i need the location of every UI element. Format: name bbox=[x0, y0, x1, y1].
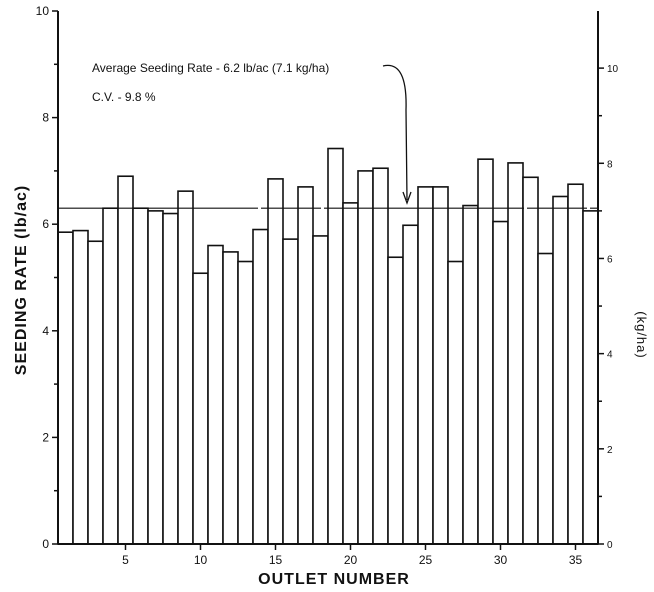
bar-outlet-31 bbox=[507, 162, 524, 545]
bar-outlet-25 bbox=[417, 186, 434, 545]
bar-outlet-30 bbox=[492, 220, 509, 545]
x-tick-label: 25 bbox=[419, 553, 433, 567]
bar-outlet-14 bbox=[252, 228, 269, 545]
bar-outlet-12 bbox=[222, 251, 239, 545]
x-axis-title: OUTLET NUMBER bbox=[258, 571, 410, 588]
y-axis-title: SEEDING RATE (lb/ac) bbox=[13, 185, 30, 375]
bar-outlet-7 bbox=[147, 210, 164, 545]
y-right-tick-label: 0 bbox=[607, 540, 613, 551]
bar-outlet-3 bbox=[87, 240, 104, 545]
y-tick-label: 10 bbox=[36, 4, 50, 18]
bar-outlet-29 bbox=[477, 158, 494, 545]
y-tick-label: 0 bbox=[42, 537, 49, 551]
annotation-arrow bbox=[382, 64, 408, 201]
y-tick-label: 2 bbox=[42, 430, 49, 444]
x-tick-label: 10 bbox=[194, 553, 208, 567]
y-axis-right-title: (kg/ha) bbox=[634, 311, 649, 358]
bar-outlet-10 bbox=[192, 272, 209, 545]
y-right-tick-label: 2 bbox=[607, 445, 613, 456]
bar-outlet-34 bbox=[552, 195, 569, 545]
y-right-tick-label: 10 bbox=[607, 64, 619, 75]
y-right-tick-label: 6 bbox=[607, 254, 613, 265]
bar-outlet-17 bbox=[297, 186, 314, 545]
y-tick-label: 8 bbox=[42, 111, 49, 125]
x-tick-label: 35 bbox=[569, 553, 583, 567]
bar-outlet-11 bbox=[207, 244, 224, 545]
axes-group: 0 2 4 6 8 10 0 2 4 6 8 10 5 10 15 20 25 30 35 bbox=[36, 4, 619, 567]
bar-outlet-16 bbox=[282, 238, 299, 545]
bar-outlet-27 bbox=[447, 260, 464, 545]
bar-outlet-28 bbox=[462, 204, 479, 545]
y-tick-label: 6 bbox=[42, 217, 49, 231]
y-right-tick-label: 4 bbox=[607, 350, 613, 361]
bar-outlet-13 bbox=[237, 260, 254, 545]
x-tick-label: 15 bbox=[269, 553, 283, 567]
x-tick-label: 5 bbox=[122, 553, 129, 567]
bar-outlet-9 bbox=[177, 190, 194, 545]
bar-outlet-15 bbox=[267, 178, 284, 545]
bar-outlet-36 bbox=[582, 210, 599, 545]
bar-outlet-24 bbox=[402, 224, 419, 545]
bar-outlet-18 bbox=[312, 235, 329, 545]
bar-outlet-20 bbox=[342, 202, 359, 545]
bar-outlet-22 bbox=[372, 167, 389, 545]
bar-outlet-26 bbox=[432, 186, 449, 545]
bar-outlet-1 bbox=[57, 231, 74, 545]
x-tick-label: 20 bbox=[344, 553, 358, 567]
annotation-arrowhead bbox=[402, 191, 412, 205]
bar-outlet-35 bbox=[567, 183, 584, 545]
average-annotation: Average Seeding Rate - 6.2 lb/ac (7.1 kg… bbox=[92, 61, 329, 75]
bar-outlet-21 bbox=[357, 170, 374, 545]
y-right-tick-label: 8 bbox=[607, 159, 613, 170]
bar-outlet-6 bbox=[132, 207, 149, 545]
bar-outlet-32 bbox=[522, 176, 539, 545]
bar-outlet-4 bbox=[102, 207, 119, 545]
bar-outlet-5 bbox=[117, 175, 134, 545]
bar-outlet-2 bbox=[72, 229, 89, 545]
bar-outlet-8 bbox=[162, 212, 179, 545]
bars-group bbox=[57, 147, 599, 545]
bar-outlet-33 bbox=[537, 252, 554, 545]
bar-outlet-23 bbox=[387, 256, 404, 545]
y-tick-label: 4 bbox=[42, 324, 49, 338]
cv-annotation: C.V. - 9.8 % bbox=[92, 90, 156, 104]
x-tick-label: 30 bbox=[494, 553, 508, 567]
